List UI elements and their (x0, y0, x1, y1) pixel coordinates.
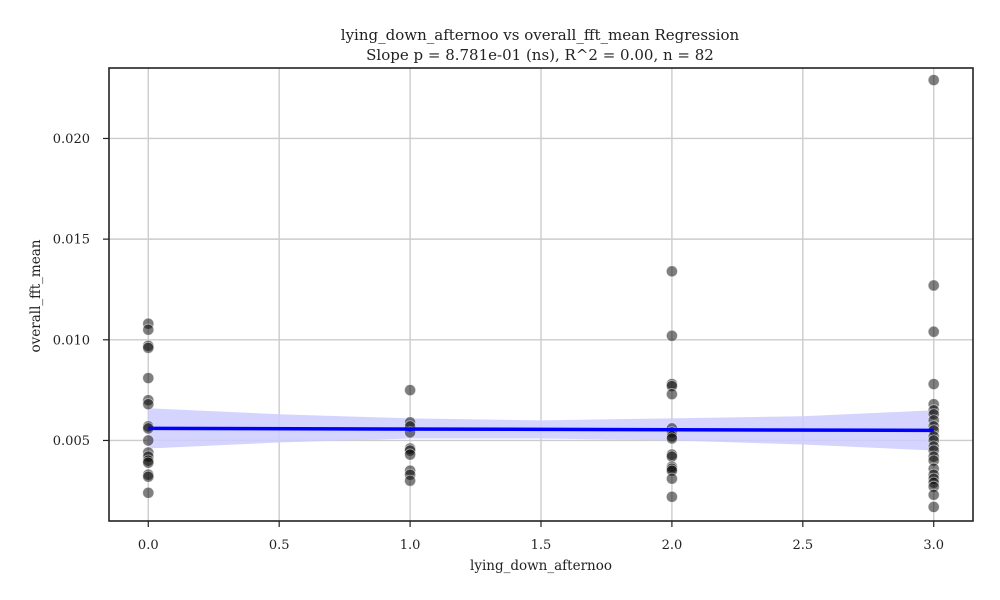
scatter-points (142, 74, 940, 513)
scatter-point (404, 384, 417, 397)
x-tick-label: 3.0 (923, 538, 944, 553)
x-tick-label: 2.0 (662, 538, 683, 553)
grid-lines (109, 68, 973, 521)
y-axis-label: overall_fft_mean (28, 239, 44, 352)
scatter-point (665, 490, 678, 503)
scatter-point (927, 325, 940, 338)
scatter-point (665, 450, 678, 463)
scatter-point (927, 378, 940, 391)
scatter-point (665, 265, 678, 278)
scatter-point (927, 279, 940, 292)
scatter-point (142, 434, 155, 447)
scatter-point (142, 398, 155, 411)
regression-line-layer (148, 426, 934, 433)
scatter-point (927, 488, 940, 501)
y-tick-label: 0.005 (53, 434, 90, 449)
scatter-point (404, 448, 417, 461)
axis-ticks: 0.0 0.5 1.0 1.5 2.0 2.5 3.0 0.005 0.010 0.015 0.02… (53, 132, 944, 553)
x-tick-label: 1.5 (531, 538, 552, 553)
chart-title: lying_down_afternoo vs overall_fft_mean … (341, 26, 740, 44)
scatter-point (142, 456, 155, 469)
scatter-point (927, 500, 940, 513)
x-axis-label: lying_down_afternoo (470, 558, 612, 574)
scatter-point (665, 388, 678, 401)
scatter-point (927, 74, 940, 87)
x-tick-label: 2.5 (792, 538, 813, 553)
scatter-point (142, 372, 155, 385)
scatter-point (404, 474, 417, 487)
scatter-point (665, 329, 678, 342)
scatter-point (142, 323, 155, 336)
chart-subtitle: Slope p = 8.781e-01 (ns), R^2 = 0.00, n … (366, 46, 714, 64)
x-tick-label: 1.0 (400, 538, 421, 553)
y-tick-label: 0.010 (53, 333, 90, 348)
scatter-point (142, 341, 155, 354)
y-tick-label: 0.020 (53, 132, 90, 147)
x-tick-label: 0.0 (138, 538, 159, 553)
scatter-point (665, 472, 678, 485)
scatter-point (142, 470, 155, 483)
regression-line (148, 426, 934, 433)
scatter-point (665, 432, 678, 445)
scatter-point (142, 486, 155, 499)
x-tick-label: 0.5 (269, 538, 290, 553)
y-tick-label: 0.015 (53, 233, 90, 248)
